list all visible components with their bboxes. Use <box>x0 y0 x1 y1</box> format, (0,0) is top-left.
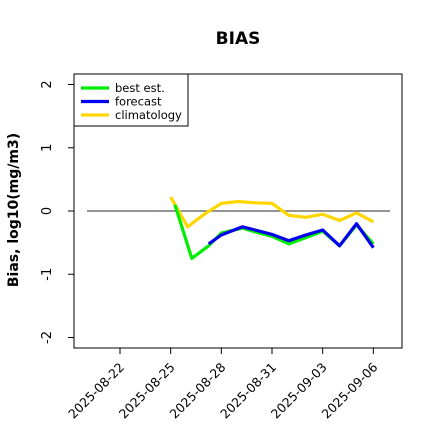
y-tick-label: -2 <box>40 331 55 344</box>
series-line-climatology <box>169 196 375 229</box>
y-tick-label: 2 <box>40 80 55 88</box>
legend-label: best est. <box>115 81 165 95</box>
legend-label: climatology <box>115 108 182 122</box>
legend-label: forecast <box>115 95 162 109</box>
series-line-forecast <box>207 222 375 249</box>
y-tick-label: -1 <box>40 268 55 281</box>
plot-area: 210-1-22025-08-222025-08-252025-08-28202… <box>40 73 403 421</box>
y-tick-label: 0 <box>40 207 55 215</box>
chart-title: BIAS <box>216 29 261 49</box>
y-tick-label: 1 <box>40 144 55 152</box>
y-axis-label: Bias, log10(mg/m3) <box>6 133 22 287</box>
